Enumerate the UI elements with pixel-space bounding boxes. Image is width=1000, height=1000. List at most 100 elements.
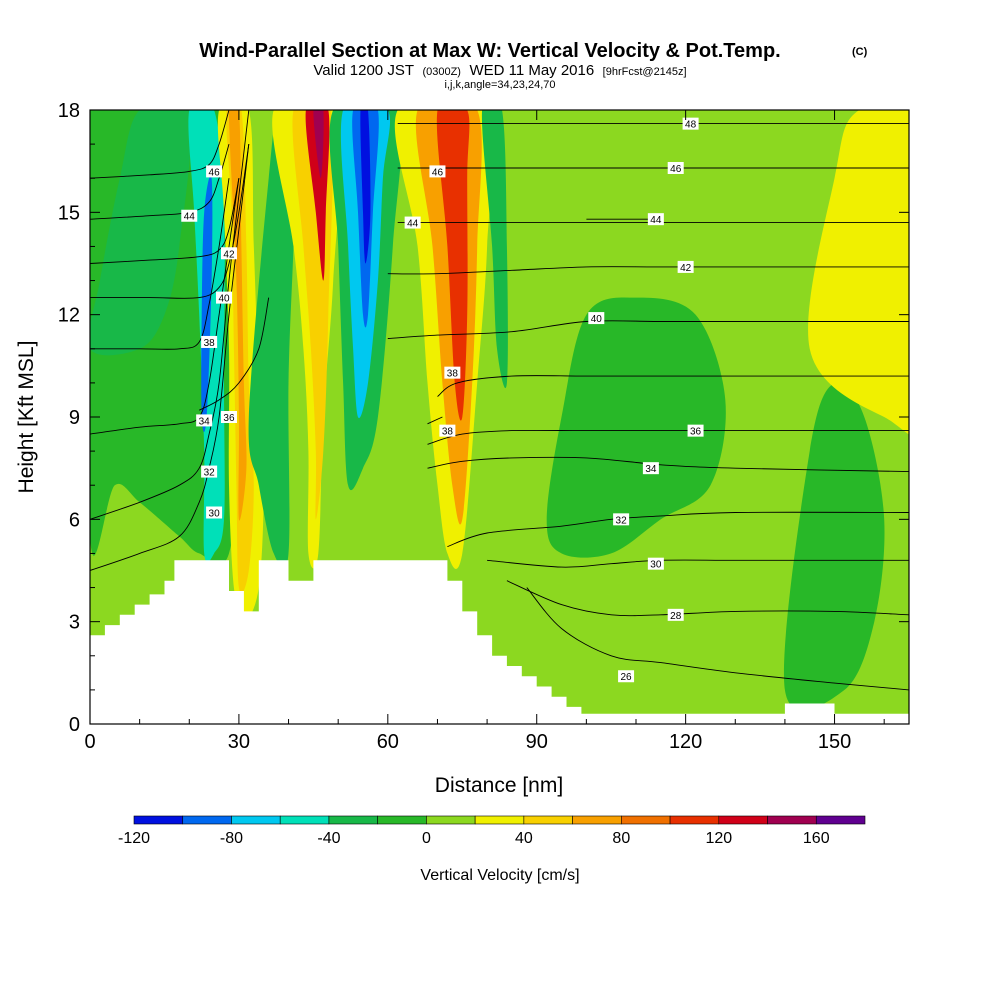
theta-label-text: 38 — [447, 369, 459, 380]
theta-contour-label-20: 46 — [206, 165, 223, 178]
theta-contour-label-7: 34 — [642, 462, 659, 475]
y-tick-label-12: 12 — [58, 305, 80, 327]
theta-label-text: 30 — [209, 509, 221, 520]
colorbar-swatch-8 — [523, 815, 573, 825]
chart-title: Wind-Parallel Section at Max W: Vertical… — [199, 40, 780, 62]
velocity-region-1 — [546, 297, 726, 558]
theta-label-text: 34 — [645, 464, 657, 475]
theta-contour-label-21: 46 — [667, 161, 684, 175]
chart-subtitle: Valid 1200 JST (0300Z) WED 11 May 2016 [… — [313, 62, 686, 79]
colorbar-swatch-0 — [133, 815, 184, 825]
theta-contour-label-15: 42 — [220, 247, 237, 260]
y-axis-title: Height [Kft MSL] — [15, 341, 38, 494]
theta-contour-42 — [90, 178, 240, 264]
theta-contour-label-10: 38 — [201, 335, 218, 349]
theta-contour-label-18: 44 — [404, 216, 421, 230]
colorbar-swatch-12 — [718, 815, 768, 825]
colorbar-swatch-2 — [231, 815, 281, 825]
subtitle-forecast: [9hrFcst@2145z] — [603, 66, 687, 78]
colorbar-label-4: 40 — [515, 830, 533, 847]
theta-label-box — [677, 260, 694, 273]
theta-label-text: 42 — [680, 263, 692, 274]
theta-label-text: 44 — [650, 215, 662, 226]
theta-label-text: 42 — [223, 249, 235, 260]
theta-label-text: 26 — [621, 672, 633, 683]
colorbar-label-5: 80 — [612, 830, 630, 847]
theta-label-box — [216, 291, 233, 304]
theta-label-box — [647, 213, 664, 226]
theta-contour-label-5: 32 — [613, 513, 630, 526]
theta-label-box — [667, 608, 684, 621]
theta-label-box — [687, 424, 704, 437]
theta-contour-34 — [427, 456, 909, 473]
colorbar-label-2: -40 — [317, 830, 340, 847]
theta-label-text: 46 — [209, 167, 221, 178]
theta-contour-label-0: 26 — [618, 670, 635, 683]
theta-contour-label-22: 46 — [429, 165, 446, 178]
x-tick-label-60: 60 — [377, 731, 399, 753]
theta-label-text: 44 — [184, 212, 196, 223]
y-tick-label-0: 0 — [69, 714, 80, 736]
x-tick-label-30: 30 — [228, 731, 250, 753]
theta-contour-42 — [387, 266, 909, 275]
theta-contour-38 — [427, 416, 443, 425]
theta-contour-label-1: 28 — [667, 608, 684, 622]
colorbar: -120 -80 -40 0 40 80 120 160 — [118, 815, 866, 847]
theta-label-box — [613, 513, 630, 526]
theta-contour-32 — [90, 110, 250, 520]
chart-title-mark: (C) — [852, 46, 868, 58]
y-tick-label-6: 6 — [69, 509, 80, 531]
y-tick-label-15: 15 — [58, 202, 80, 224]
theta-contour-38 — [437, 375, 909, 397]
theta-label-text: 40 — [591, 314, 603, 325]
theta-contour-labels: 26 28 30 30 32 32 34 34 36 36 38 38 38 40 40 42 42 44 44 44… — [181, 117, 704, 683]
theta-label-text: 46 — [670, 164, 682, 175]
theta-label-text: 38 — [204, 338, 216, 349]
theta-label-box — [201, 335, 218, 348]
colorbar-swatch-4 — [328, 815, 378, 825]
y-tick-label-18: 18 — [58, 100, 80, 122]
colorbar-swatch-11 — [669, 815, 720, 825]
theta-contour-label-11: 38 — [444, 366, 461, 380]
theta-label-box — [618, 670, 635, 683]
velocity-region-16 — [313, 110, 324, 179]
colorbar-swatch-5 — [377, 815, 427, 825]
theta-label-box — [682, 117, 699, 130]
theta-contour-label-12: 38 — [439, 424, 456, 438]
theta-label-box — [220, 247, 237, 260]
theta-label-box — [196, 414, 213, 427]
x-tick-label-120: 120 — [669, 731, 702, 753]
theta-label-box — [444, 366, 461, 379]
theta-label-text: 44 — [407, 219, 419, 230]
theta-contour-26 — [526, 587, 909, 691]
velocity-region-8 — [201, 175, 213, 432]
subtitle-valid-date: WED 11 May 2016 — [469, 62, 594, 79]
theta-contour-36 — [198, 297, 270, 411]
velocity-region-12 — [248, 110, 300, 569]
theta-label-box — [647, 557, 664, 570]
colorbar-swatch-13 — [767, 815, 817, 825]
theta-contour-38 — [90, 178, 230, 350]
colorbar-swatch-6 — [426, 815, 476, 825]
subtitle-valid-prefix: Valid 1200 JST — [313, 62, 414, 79]
theta-contour-label-23: 48 — [682, 117, 699, 131]
x-tick-label-150: 150 — [818, 731, 851, 753]
theta-contour-label-8: 36 — [220, 411, 237, 424]
theta-label-text: 36 — [690, 427, 702, 438]
theta-label-text: 40 — [218, 294, 230, 305]
velocity-region-11 — [228, 110, 247, 521]
theta-label-text: 32 — [204, 468, 216, 479]
theta-label-text: 32 — [616, 515, 628, 526]
velocity-region-2 — [783, 381, 885, 711]
x-tick-label-90: 90 — [526, 731, 548, 753]
theta-label-box — [206, 165, 223, 178]
theta-contour-46 — [90, 110, 230, 179]
theta-contour-30 — [487, 559, 909, 568]
colorbar-swatch-1 — [182, 815, 232, 825]
theta-contour-label-16: 42 — [677, 260, 694, 274]
theta-label-box — [206, 506, 223, 519]
subtitle-valid-utc: (0300Z) — [422, 66, 461, 78]
colorbar-title: Vertical Velocity [cm/s] — [420, 867, 579, 884]
velocity-region-3 — [90, 110, 192, 356]
